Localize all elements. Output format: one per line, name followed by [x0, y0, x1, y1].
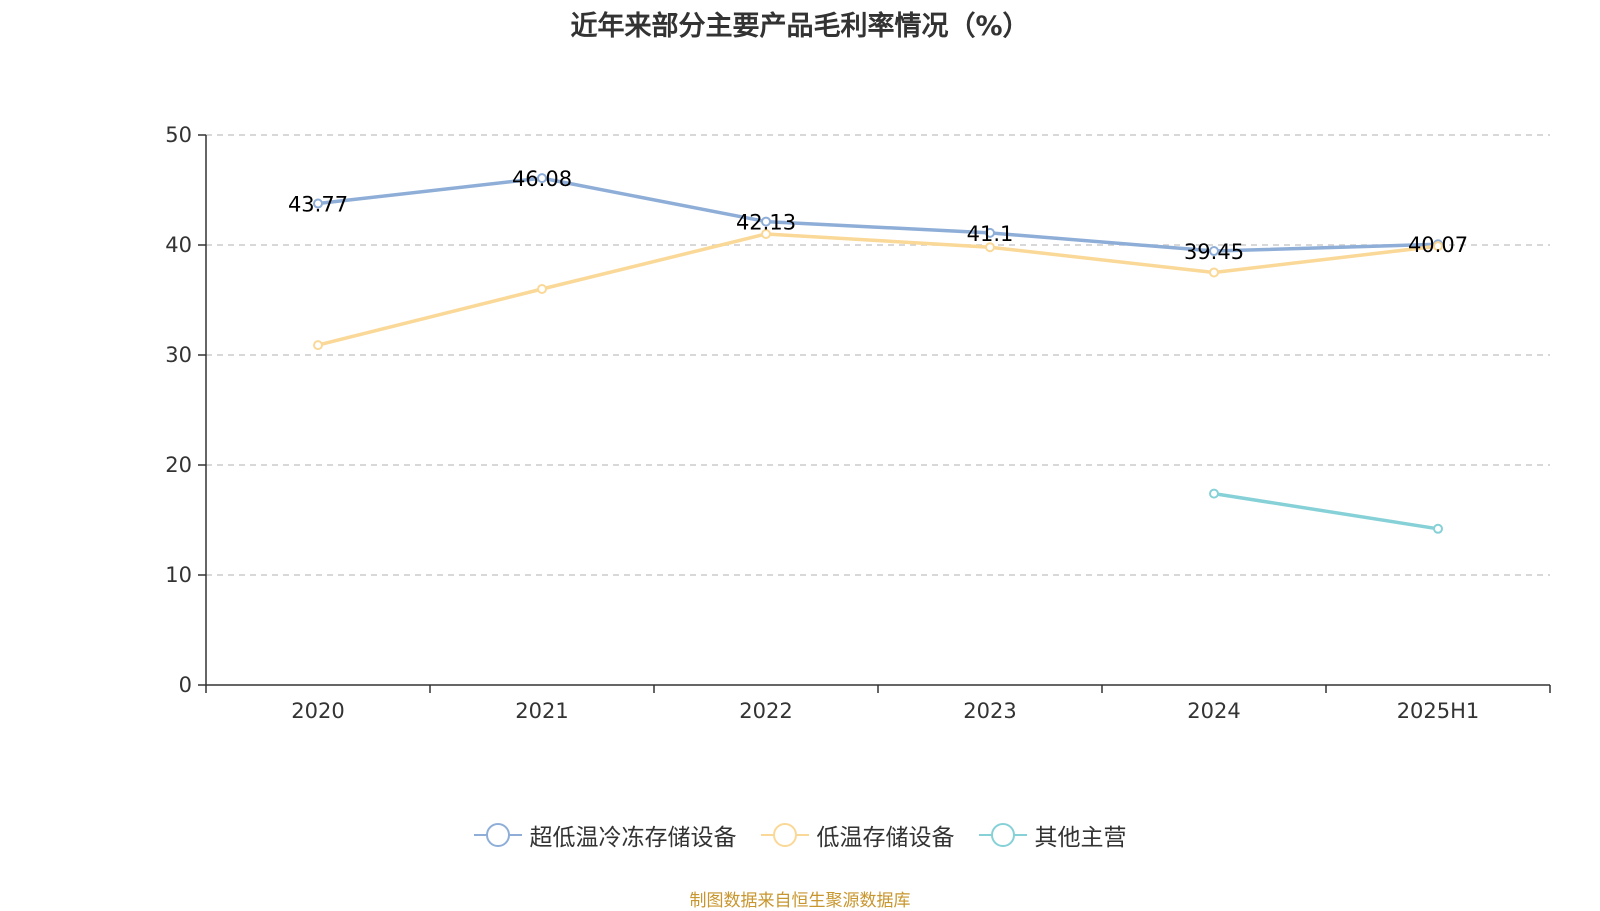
series-line — [317, 232, 1439, 347]
data-label: 42.13 — [736, 211, 796, 235]
x-tick-label: 2020 — [291, 699, 344, 723]
y-tick-label: 10 — [165, 563, 192, 587]
legend-label: 其他主营 — [1034, 825, 1127, 851]
data-point — [537, 284, 547, 294]
legend-marker-icon — [473, 822, 522, 848]
x-tick-label: 2022 — [739, 699, 792, 723]
x-tick-label: 2025H1 — [1397, 699, 1480, 723]
x-tick-label: 2024 — [1187, 699, 1240, 723]
x-tick-label: 2023 — [963, 699, 1016, 723]
legend-item[interactable]: 超低温冷冻存储设备 — [473, 818, 737, 852]
data-point — [1433, 241, 1443, 252]
data-label: 46.08 — [512, 167, 572, 191]
y-tick-label: 50 — [165, 123, 192, 147]
series-line — [1213, 491, 1439, 531]
data-point — [761, 229, 771, 239]
data-point — [985, 227, 995, 238]
data-label: 40.07 — [1408, 233, 1468, 257]
y-tick-label: 20 — [165, 453, 192, 477]
data-label: 41.1 — [967, 222, 1014, 246]
data-point — [313, 340, 323, 351]
series-line — [317, 176, 1439, 253]
legend-item[interactable]: 其他主营 — [978, 818, 1127, 852]
x-tick-label: 2021 — [515, 699, 568, 723]
legend-label: 超低温冷冻存储设备 — [529, 825, 737, 851]
data-point — [761, 216, 771, 227]
y-tick-label: 40 — [165, 233, 192, 257]
legend-marker-icon — [760, 822, 809, 848]
y-tick-label: 0 — [179, 673, 192, 697]
data-point — [1209, 488, 1219, 499]
source-note: 制图数据来自恒生聚源数据库 — [689, 891, 911, 911]
data-point — [1433, 523, 1443, 534]
data-point — [985, 242, 995, 253]
data-point — [1209, 246, 1219, 257]
legend-marker-icon — [978, 822, 1027, 848]
legend: 超低温冷冻存储设备 低温存储设备 其他主营 — [0, 818, 1600, 852]
data-point — [537, 173, 547, 184]
data-point — [1209, 267, 1219, 278]
legend-item[interactable]: 低温存储设备 — [760, 818, 955, 852]
data-label: 39.45 — [1184, 240, 1244, 264]
chart-title: 近年来部分主要产品毛利率情况（%） — [570, 11, 1030, 42]
data-label: 43.77 — [288, 193, 348, 217]
y-tick-label: 30 — [165, 343, 192, 367]
legend-label: 低温存储设备 — [816, 825, 955, 851]
data-point — [313, 198, 323, 209]
